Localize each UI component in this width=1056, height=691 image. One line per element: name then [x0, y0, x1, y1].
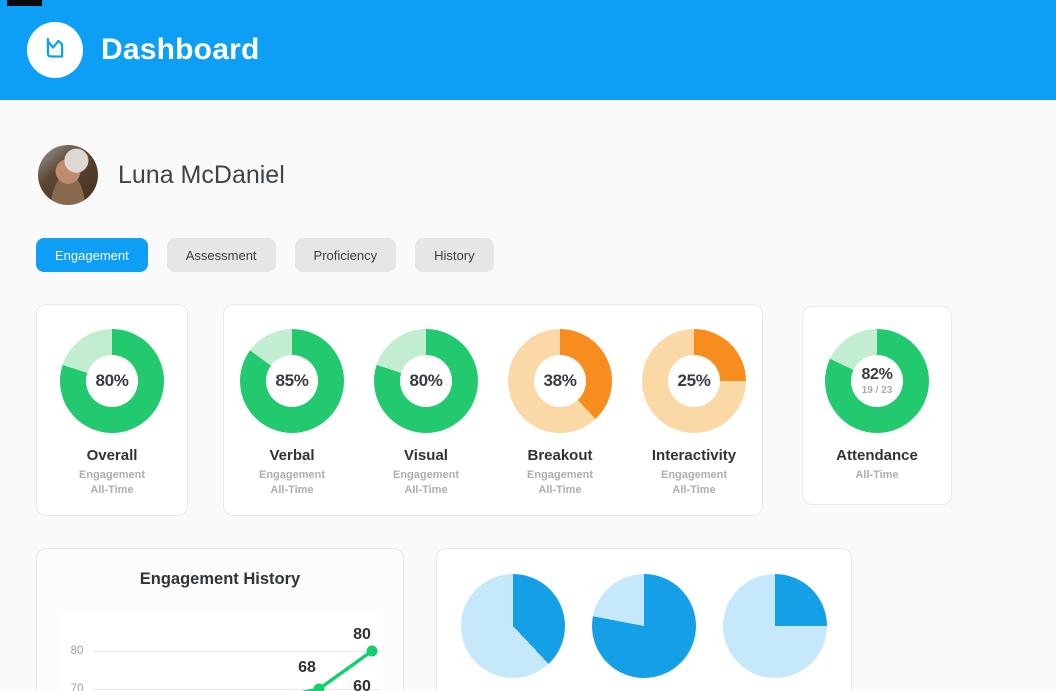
donut-subtitle: Engagement — [526, 469, 593, 481]
donut-chart-overall: 80% — [60, 329, 164, 433]
donut-widget-breakout: 38% Breakout Engagement All-Time — [494, 305, 626, 515]
donut-center: 82% 19 / 23 — [851, 355, 903, 407]
line-chart-logo-icon — [38, 31, 72, 70]
gridline-80 — [93, 651, 381, 652]
tab-engagement[interactable]: Engagement — [36, 238, 148, 272]
donut-title: Overall — [86, 447, 138, 464]
y-axis-tick-80: 80 — [70, 645, 84, 657]
donut-center: 80% — [86, 355, 138, 407]
donut-widget-overall: 80% Overall Engagement All-Time — [37, 305, 187, 496]
pie-chart-1 — [461, 574, 565, 678]
donut-title: Verbal — [269, 447, 315, 464]
card-pie-charts — [436, 548, 852, 691]
donut-chart-verbal: 85% — [240, 329, 344, 433]
donut-widget-interactivity: 25% Interactivity Engagement All-Time — [628, 305, 760, 515]
donut-subtitle: All-Time — [855, 469, 899, 481]
donut-subtitle: Engagement — [258, 469, 325, 481]
donut-title: Visual — [404, 447, 448, 464]
donut-center: 80% — [400, 355, 452, 407]
pie-chart-2 — [592, 574, 696, 678]
donut-chart-visual: 80% — [374, 329, 478, 433]
donut-subtitle: All-Time — [404, 484, 448, 496]
donut-center: 25% — [668, 355, 720, 407]
donut-subtitle: All-Time — [538, 484, 582, 496]
page-title: Dashboard — [101, 33, 260, 66]
donut-value: 38% — [543, 371, 577, 390]
donut-subtitle: Engagement — [392, 469, 459, 481]
y-axis-tick-70: 70 — [70, 683, 84, 691]
card-overall-engagement: 80% Overall Engagement All-Time — [36, 304, 188, 516]
tab-proficiency[interactable]: Proficiency — [294, 238, 397, 272]
card-engagement-history: Engagement History 80 70 80 68 60 — [36, 548, 404, 691]
card-engagement-breakdown: 85% Verbal Engagement All-Time 80% Visua… — [223, 304, 763, 516]
donut-subtitle: Engagement — [78, 469, 145, 481]
history-data-label: 80 — [353, 626, 371, 643]
profile-name: Luna McDaniel — [118, 160, 285, 189]
donut-widget-attendance: 82% 19 / 23 Attendance All-Time — [803, 307, 951, 481]
tab-history[interactable]: History — [415, 238, 494, 272]
donut-widget-visual: 80% Visual Engagement All-Time — [360, 305, 492, 515]
donut-title: Breakout — [527, 447, 593, 464]
donut-value: 85% — [275, 371, 309, 390]
donut-title: Attendance — [836, 447, 918, 464]
donut-subtitle: All-Time — [90, 484, 134, 496]
donut-value: 82% — [861, 366, 893, 383]
avatar — [38, 145, 98, 205]
chart-title: Engagement History — [139, 570, 301, 588]
screen-artifact — [7, 0, 42, 6]
history-data-label: 60 — [353, 678, 371, 691]
donut-chart-attendance: 82% 19 / 23 — [825, 329, 929, 433]
donut-subtitle: All-Time — [672, 484, 716, 496]
pie-chart-3 — [723, 574, 827, 678]
donut-center: 85% — [266, 355, 318, 407]
tab-assessment[interactable]: Assessment — [166, 238, 276, 272]
card-attendance: 82% 19 / 23 Attendance All-Time — [802, 306, 952, 505]
donut-title: Interactivity — [651, 447, 737, 464]
donut-value: 25% — [677, 371, 711, 390]
donut-center: 38% — [534, 355, 586, 407]
donut-fraction: 19 / 23 — [861, 385, 893, 396]
donut-subtitle: All-Time — [270, 484, 314, 496]
app-logo[interactable] — [27, 22, 83, 78]
gridline-70 — [93, 689, 381, 690]
donut-chart-interactivity: 25% — [642, 329, 746, 433]
donut-value: 80% — [409, 371, 443, 390]
history-data-label: 68 — [298, 659, 316, 676]
donut-chart-breakout: 38% — [508, 329, 612, 433]
tab-bar: Engagement Assessment Proficiency Histor… — [36, 238, 494, 272]
donut-subtitle: Engagement — [660, 469, 727, 481]
donut-value: 80% — [95, 371, 129, 390]
app-header: Dashboard — [0, 0, 1056, 100]
donut-widget-verbal: 85% Verbal Engagement All-Time — [226, 305, 358, 515]
